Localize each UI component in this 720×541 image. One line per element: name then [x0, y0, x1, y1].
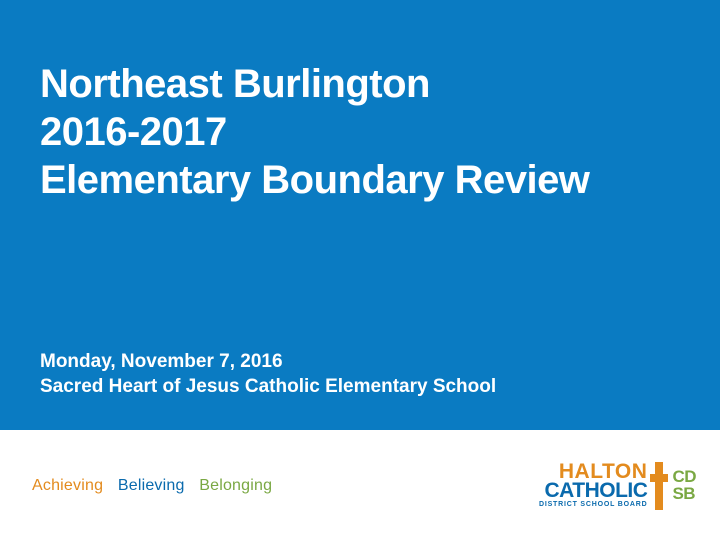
cross-horizontal	[650, 474, 668, 482]
subtitle-date: Monday, November 7, 2016	[40, 349, 680, 375]
title-line-1: Northeast Burlington	[40, 60, 680, 108]
logo-catholic: CATHOLIC	[545, 482, 648, 501]
logo: HALTON CATHOLIC DISTRICT SCHOOL BOARD CD…	[539, 462, 696, 510]
tagline-believing: Believing	[118, 477, 185, 495]
cross-vertical	[655, 462, 663, 510]
tagline: Achieving Believing Belonging	[32, 477, 282, 495]
logo-sb: SB	[672, 486, 696, 502]
title-line-2: 2016-2017	[40, 108, 680, 156]
tagline-belonging: Belonging	[199, 477, 272, 495]
logo-dsb: DISTRICT SCHOOL BOARD	[539, 502, 647, 508]
logo-text-block: HALTON CATHOLIC DISTRICT SCHOOL BOARD	[539, 463, 647, 508]
slide: Northeast Burlington 2016-2017 Elementar…	[0, 0, 720, 541]
title-block: Northeast Burlington 2016-2017 Elementar…	[40, 60, 680, 204]
tagline-achieving: Achieving	[32, 477, 103, 495]
logo-cdsb: CD SB	[672, 469, 696, 501]
footer: Achieving Believing Belonging HALTON CAT…	[0, 430, 720, 541]
subtitle-location: Sacred Heart of Jesus Catholic Elementar…	[40, 374, 680, 400]
subtitle-block: Monday, November 7, 2016 Sacred Heart of…	[40, 349, 680, 400]
main-panel: Northeast Burlington 2016-2017 Elementar…	[0, 0, 720, 430]
cross-icon	[650, 462, 668, 510]
title-line-3: Elementary Boundary Review	[40, 156, 680, 204]
